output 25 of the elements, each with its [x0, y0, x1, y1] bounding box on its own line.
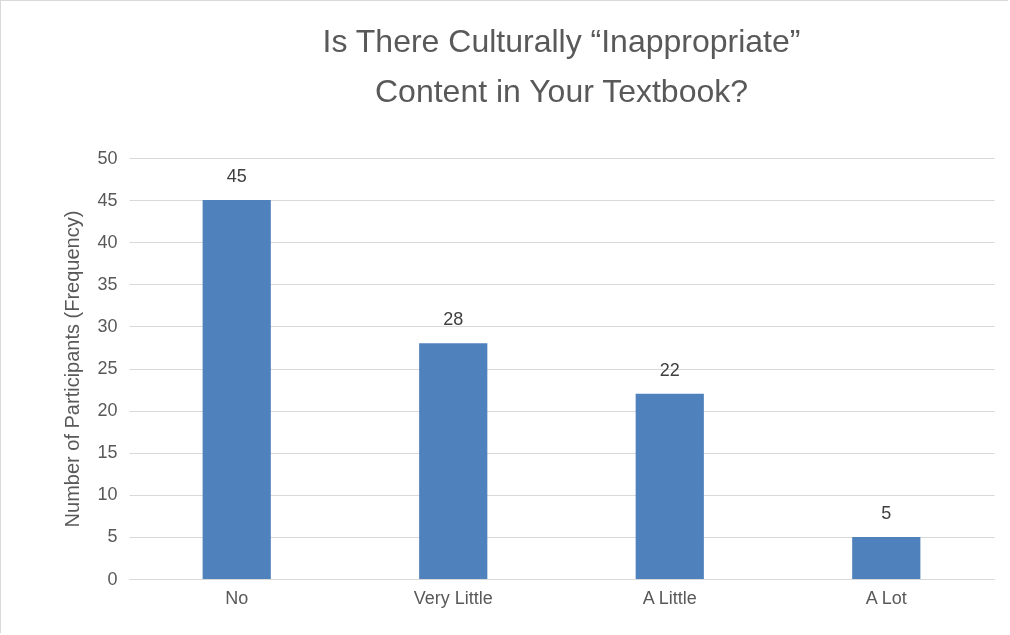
y-tick-label: 0: [107, 568, 118, 589]
x-tick-label: No: [225, 587, 249, 608]
y-tick-label: 15: [97, 442, 118, 463]
bar: [419, 343, 488, 579]
bar: [202, 200, 271, 579]
y-tick-label: 50: [97, 147, 118, 168]
data-label: 45: [226, 166, 247, 187]
data-label: 22: [659, 359, 680, 380]
y-tick-label: 30: [97, 315, 118, 336]
bar: [852, 536, 921, 579]
y-tick-label: 5: [107, 526, 118, 547]
x-tick-label: Very Little: [413, 587, 493, 608]
chart-title: Is There Culturally “Inappropriate” Content in Your Textbook?: [322, 23, 801, 109]
y-axis-title: Number of Participants (Frequency): [61, 210, 84, 528]
y-tick-label: 10: [97, 484, 118, 505]
x-tick-label: A Lot: [865, 587, 907, 608]
x-tick-label: A Little: [642, 587, 697, 608]
data-label: 28: [443, 309, 464, 330]
bar: [635, 393, 704, 579]
y-tick-label: 35: [97, 273, 118, 294]
y-tick-label: 25: [97, 358, 118, 378]
y-tick-label: 45: [97, 189, 118, 210]
y-tick-label: 20: [97, 400, 118, 421]
y-tick-label: 40: [97, 231, 118, 252]
data-label: 5: [881, 502, 892, 523]
